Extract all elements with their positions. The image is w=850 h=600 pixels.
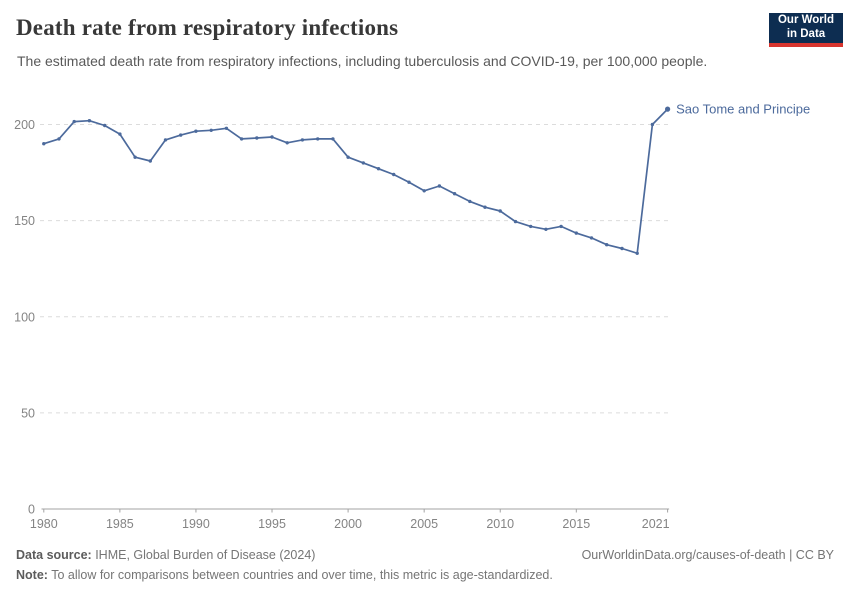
note-label: Note: bbox=[16, 568, 48, 582]
note-line: Note: To allow for comparisons between c… bbox=[16, 568, 553, 582]
svg-text:1995: 1995 bbox=[258, 517, 286, 531]
svg-text:50: 50 bbox=[21, 406, 35, 420]
svg-text:1985: 1985 bbox=[106, 517, 134, 531]
data-source-label: Data source: bbox=[16, 548, 92, 562]
svg-text:1990: 1990 bbox=[182, 517, 210, 531]
svg-text:2005: 2005 bbox=[410, 517, 438, 531]
data-series-line bbox=[42, 106, 671, 255]
svg-text:150: 150 bbox=[14, 214, 35, 228]
data-source-line: Data source: IHME, Global Burden of Dise… bbox=[16, 545, 315, 565]
y-gridlines bbox=[40, 124, 669, 414]
x-axis bbox=[41, 508, 670, 513]
svg-text:2015: 2015 bbox=[562, 517, 590, 531]
entity-label[interactable]: Sao Tome and Principe bbox=[676, 102, 810, 117]
svg-text:200: 200 bbox=[14, 118, 35, 132]
chart-footer: Data source: IHME, Global Burden of Dise… bbox=[16, 545, 834, 585]
owid-logo-line2: in Data bbox=[786, 27, 826, 40]
svg-text:2000: 2000 bbox=[334, 517, 362, 531]
series-end-dot bbox=[665, 106, 671, 112]
note-text: To allow for comparisons between countri… bbox=[47, 568, 553, 582]
x-axis-labels: 1980 1985 1990 1995 2000 2005 2010 2015 2021 bbox=[30, 517, 670, 531]
svg-text:2021: 2021 bbox=[642, 517, 670, 531]
credit-link[interactable]: OurWorldinData.org/causes-of-death | CC … bbox=[581, 548, 834, 562]
owid-logo: Our World in Data bbox=[769, 13, 843, 47]
chart-subtitle: The estimated death rate from respirator… bbox=[17, 53, 708, 69]
owid-logo-line1: Our World bbox=[777, 14, 834, 26]
svg-text:100: 100 bbox=[14, 310, 35, 324]
svg-text:1980: 1980 bbox=[30, 517, 58, 531]
y-axis-labels: 0 50 100 150 200 bbox=[14, 118, 35, 517]
page-title: Death rate from respiratory infections bbox=[16, 15, 399, 40]
svg-text:0: 0 bbox=[28, 503, 35, 517]
data-source-text: IHME, Global Burden of Disease (2024) bbox=[91, 548, 316, 562]
svg-text:2010: 2010 bbox=[486, 517, 514, 531]
